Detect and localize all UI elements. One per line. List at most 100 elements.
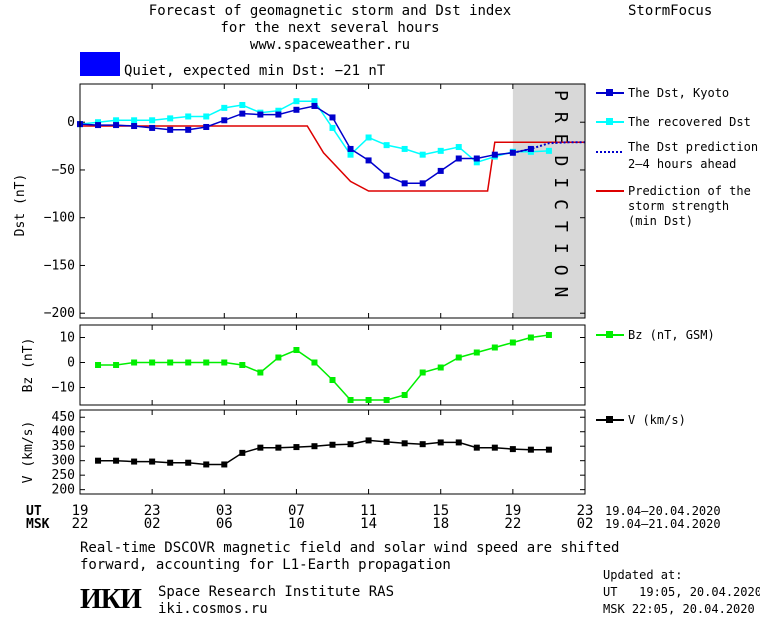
dst-ylabel: Dst (nT) xyxy=(13,174,28,237)
v-km-s-point xyxy=(95,457,102,464)
bz-ytick-label: 10 xyxy=(59,331,75,346)
site-url: www.spaceweather.ru xyxy=(249,37,411,53)
legend-dst-prediction-label-2: 2–4 hours ahead xyxy=(628,157,736,171)
the-recovered-dst-point xyxy=(329,124,336,131)
the-recovered-dst-point xyxy=(383,142,390,149)
v-km-s-point xyxy=(239,449,246,456)
legend-dst-kyoto: The Dst, Kyoto xyxy=(596,86,729,100)
the-dst-kyoto-point xyxy=(401,180,408,187)
the-recovered-dst-point xyxy=(275,107,282,114)
msk-axis-label: MSK xyxy=(26,517,50,532)
v-km-s-point xyxy=(437,439,444,446)
bz-ytick-label: 0 xyxy=(67,356,75,371)
bz-nt-gsm-point xyxy=(329,377,336,383)
v-km-s-point xyxy=(365,437,372,444)
the-dst-kyoto-point xyxy=(257,111,264,118)
bz-nt-gsm-point xyxy=(347,397,354,403)
bz-nt-gsm-point xyxy=(149,359,156,366)
the-recovered-dst-point xyxy=(401,145,408,152)
status-color-box xyxy=(80,52,120,76)
the-dst-kyoto-point xyxy=(113,122,120,129)
the-recovered-dst-point xyxy=(113,117,120,124)
dst-ytick-label: −150 xyxy=(44,258,75,273)
bz-nt-gsm-point xyxy=(545,332,552,338)
v-ytick-label: 350 xyxy=(52,439,75,454)
the-dst-kyoto-point xyxy=(473,155,480,162)
v-km-s-point xyxy=(221,461,228,468)
the-recovered-dst-point xyxy=(365,134,372,141)
msk-tick-label: 22 xyxy=(504,516,521,532)
dst-ytick-label: 0 xyxy=(67,115,75,130)
msk-date-range: 19.04–21.04.2020 xyxy=(605,517,721,531)
the-dst-kyoto-point xyxy=(275,111,282,118)
bz-nt-gsm-point xyxy=(167,359,174,366)
v-km-s-point xyxy=(401,440,408,447)
the-dst-kyoto-point xyxy=(149,124,156,131)
ut-tick-label: 07 xyxy=(288,503,305,519)
v-ytick-label: 450 xyxy=(52,410,75,425)
bz-nt-gsm-point xyxy=(203,359,210,366)
v-km-s-point xyxy=(419,441,426,448)
bz-nt-gsm-point xyxy=(95,362,102,368)
msk-tick-label: 18 xyxy=(432,516,449,532)
legend-dst-kyoto-label: The Dst, Kyoto xyxy=(628,86,729,100)
prediction-band xyxy=(512,84,585,318)
legend-bz: Bz (nT, GSM) xyxy=(596,328,715,342)
the-recovered-dst-point xyxy=(149,117,156,124)
the-dst-kyoto-point xyxy=(131,123,138,130)
the-dst-kyoto-point xyxy=(329,114,336,121)
v-km-s-point xyxy=(257,444,264,451)
v-km-s-point xyxy=(113,457,120,464)
chart-title-line-2: for the next several hours xyxy=(220,20,440,36)
the-dst-kyoto-line xyxy=(79,105,532,185)
the-dst-kyoto-point xyxy=(491,151,498,158)
the-dst-prediction-2-4-hours-ahead-line xyxy=(512,141,585,154)
bz-nt-gsm-point xyxy=(311,359,318,366)
the-dst-kyoto-point xyxy=(383,172,390,179)
updated-msk: MSK 22:05, 20.04.2020 xyxy=(603,602,755,616)
bz-nt-gsm-point xyxy=(113,362,120,368)
ut-date-range: 19.04–20.04.2020 xyxy=(605,504,721,518)
the-recovered-dst-point xyxy=(131,117,138,124)
the-recovered-dst-point xyxy=(221,104,228,111)
the-recovered-dst-point xyxy=(455,144,462,151)
the-dst-kyoto-point xyxy=(455,155,462,162)
ut-tick-label: 19 xyxy=(504,503,521,519)
the-recovered-dst-point xyxy=(347,151,354,158)
msk-tick-label: 06 xyxy=(216,516,233,532)
bz-nt-gsm-point xyxy=(221,359,228,366)
the-recovered-dst-point xyxy=(203,113,210,120)
updated-label: Updated at: xyxy=(603,568,683,582)
the-dst-kyoto-point xyxy=(311,102,318,109)
bz-nt-gsm-point xyxy=(527,334,534,341)
v-km-s-point xyxy=(185,459,192,466)
dst-ytick-label: −200 xyxy=(44,306,75,321)
bz-nt-gsm-point xyxy=(383,397,390,403)
bz-nt-gsm-line xyxy=(98,334,550,401)
legend-v: V (km/s) xyxy=(596,413,686,427)
bz-nt-gsm-point xyxy=(473,349,480,356)
dst-panel-frame xyxy=(79,83,586,319)
v-ylabel: V (km/s) xyxy=(21,421,36,484)
v-km-s-point xyxy=(275,444,282,451)
v-km-s-point xyxy=(527,446,534,453)
the-dst-kyoto-point xyxy=(239,110,246,117)
v-panel-frame xyxy=(79,409,586,495)
v-km-s-point xyxy=(293,444,300,451)
v-km-s-point xyxy=(131,458,138,465)
bz-nt-gsm-point xyxy=(455,354,462,361)
bz-nt-gsm-point xyxy=(239,362,246,368)
the-recovered-dst-line xyxy=(79,100,549,164)
bz-nt-gsm-point xyxy=(401,392,408,398)
bz-nt-gsm-point xyxy=(491,344,498,351)
the-recovered-dst-point xyxy=(239,102,246,109)
bz-nt-gsm-point xyxy=(419,369,426,376)
legend-storm-label-3: (min Dst) xyxy=(628,214,693,228)
chart-title-line-1: Forecast of geomagnetic storm and Dst in… xyxy=(148,3,512,19)
v-ytick-label: 200 xyxy=(52,483,75,498)
v-km-s-point xyxy=(167,459,174,466)
bz-nt-gsm-point xyxy=(257,369,264,376)
ut-tick-label: 23 xyxy=(144,503,161,519)
ut-tick-label: 15 xyxy=(432,503,449,519)
